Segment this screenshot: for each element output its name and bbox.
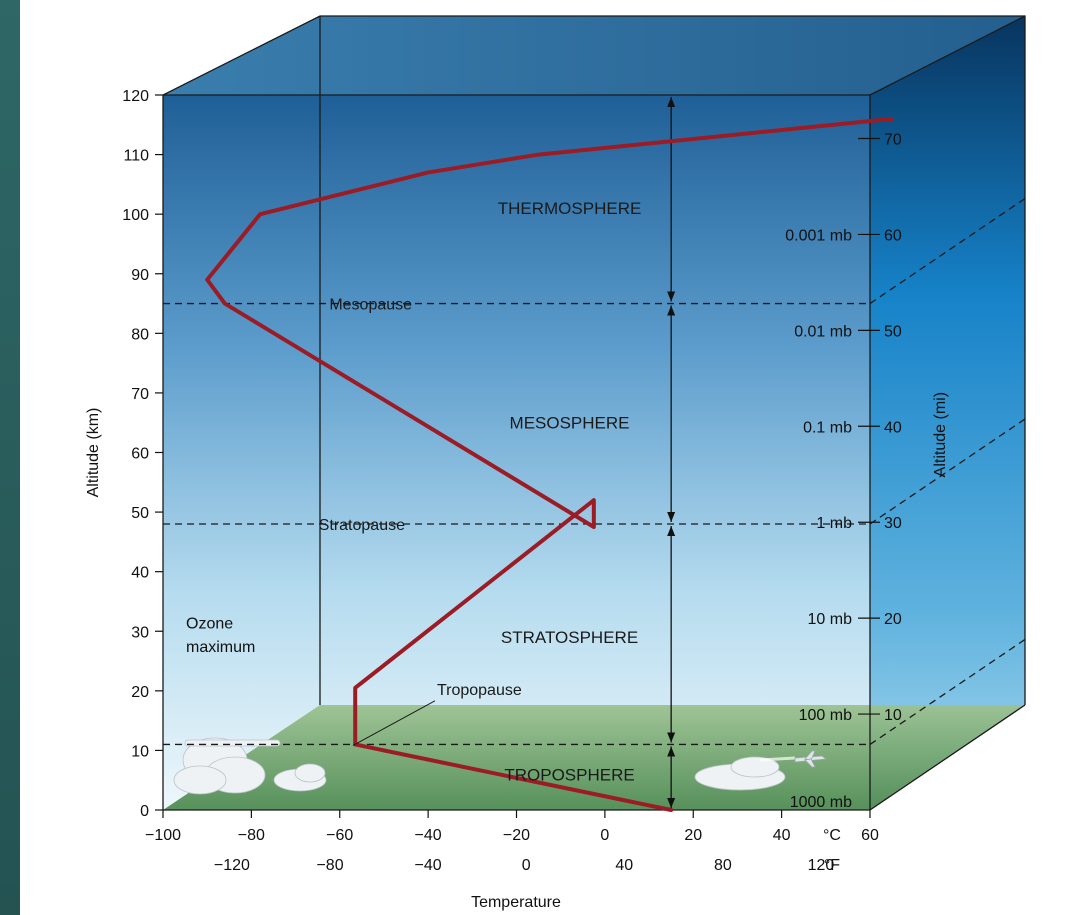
y-tick-label: 20 [131, 684, 149, 701]
box-side-face [870, 16, 1025, 810]
arrow-head-down [667, 798, 676, 808]
y-tick-label: 90 [131, 267, 149, 284]
arrow-head-up [667, 305, 676, 316]
arrow-head-down [667, 291, 676, 302]
x-tick-label-f: −80 [316, 857, 343, 874]
boundary-label: Tropopause [437, 682, 522, 699]
y-tick-label: 40 [131, 565, 149, 582]
y-tick-label: 10 [131, 743, 149, 760]
y2-axis-title: Altitude (mi) [932, 392, 949, 477]
box-top-face [163, 16, 1025, 95]
y2-tick-label: 50 [884, 323, 902, 340]
y-tick-label: 120 [122, 88, 149, 105]
x-tick-label-c: −100 [145, 827, 181, 844]
unit-label-fahrenheit: °F [824, 857, 840, 874]
arrow-head-up [667, 526, 676, 536]
cloud-icon [694, 756, 786, 791]
y2-tick-label: 60 [884, 227, 902, 244]
y-axis-title: Altitude (km) [85, 408, 102, 498]
x-tick-label-f: 40 [615, 857, 633, 874]
layer-label: THERMOSPHERE [498, 199, 642, 218]
arrow-head-down [667, 512, 676, 522]
box-front-face [163, 95, 870, 810]
pressure-label: 100 mb [799, 707, 852, 724]
layer-label: STRATOSPHERE [501, 628, 638, 647]
boundary-line-side [869, 198, 1026, 305]
x-tick-label-c: −20 [503, 827, 530, 844]
y2-tick-label: 70 [884, 131, 902, 148]
layer-label: TROPOSPHERE [504, 765, 634, 784]
pressure-label: 10 mb [808, 611, 853, 628]
y2-tick-label: 40 [884, 419, 902, 436]
x-tick-label-c: 40 [773, 827, 791, 844]
layer-label: MESOSPHERE [510, 414, 630, 433]
box-top-right-edge [869, 15, 1026, 96]
x-tick-label-f: 80 [714, 857, 732, 874]
y2-tick-label: 30 [884, 515, 902, 532]
x-tick-label-c: 20 [684, 827, 702, 844]
y2-tick-label: 10 [884, 707, 902, 724]
y-tick-label: 110 [123, 148, 149, 165]
arrow-head-up [667, 97, 676, 107]
pressure-label: 0.1 mb [803, 419, 852, 436]
boundary-label: Mesopause [329, 297, 412, 314]
ozone-annotation: maximum [186, 639, 255, 656]
x-tick-label-c: −80 [238, 827, 265, 844]
y-tick-label: 70 [131, 386, 149, 403]
x-tick-label-c: −40 [415, 827, 442, 844]
ozone-annotation: Ozone [186, 615, 233, 632]
y-tick-label: 100 [122, 207, 149, 224]
pressure-label: 1 mb [816, 515, 852, 532]
y-tick-label: 30 [131, 624, 149, 641]
x-tick-label-f: 0 [522, 857, 531, 874]
cloud-icon [273, 763, 327, 792]
pressure-label: 0.01 mb [794, 323, 852, 340]
pressure-label: 0.001 mb [785, 227, 852, 244]
arrow-head-down [667, 732, 676, 743]
x-tick-label-f: 120 [808, 857, 835, 874]
x-tick-label-c: −60 [326, 827, 353, 844]
x-axis-title: Temperature [471, 894, 561, 911]
x-tick-label-f: −40 [415, 857, 442, 874]
x-tick-label-c: 0 [600, 827, 609, 844]
unit-label-celsius: °C [823, 827, 841, 844]
box-bottom-right-edge [869, 704, 1026, 811]
x-tick-label-c: 60 [861, 827, 879, 844]
y2-tick-label: 20 [884, 611, 902, 628]
boundary-line-side [869, 418, 1026, 525]
airplane-icon [759, 750, 828, 768]
y-tick-label: 60 [131, 446, 149, 463]
pressure-label: 1000 mb [790, 794, 852, 811]
y-tick-label: 0 [140, 803, 149, 820]
x-tick-label-f: −120 [214, 857, 250, 874]
boundary-line-side [869, 638, 1026, 745]
storm-cloud-icon [173, 737, 281, 795]
tropopause-leader-line [352, 700, 436, 746]
y-tick-label: 80 [131, 326, 149, 343]
arrow-head-up [667, 746, 676, 757]
y-tick-label: 50 [131, 505, 149, 522]
boundary-label: Stratopause [319, 517, 405, 534]
